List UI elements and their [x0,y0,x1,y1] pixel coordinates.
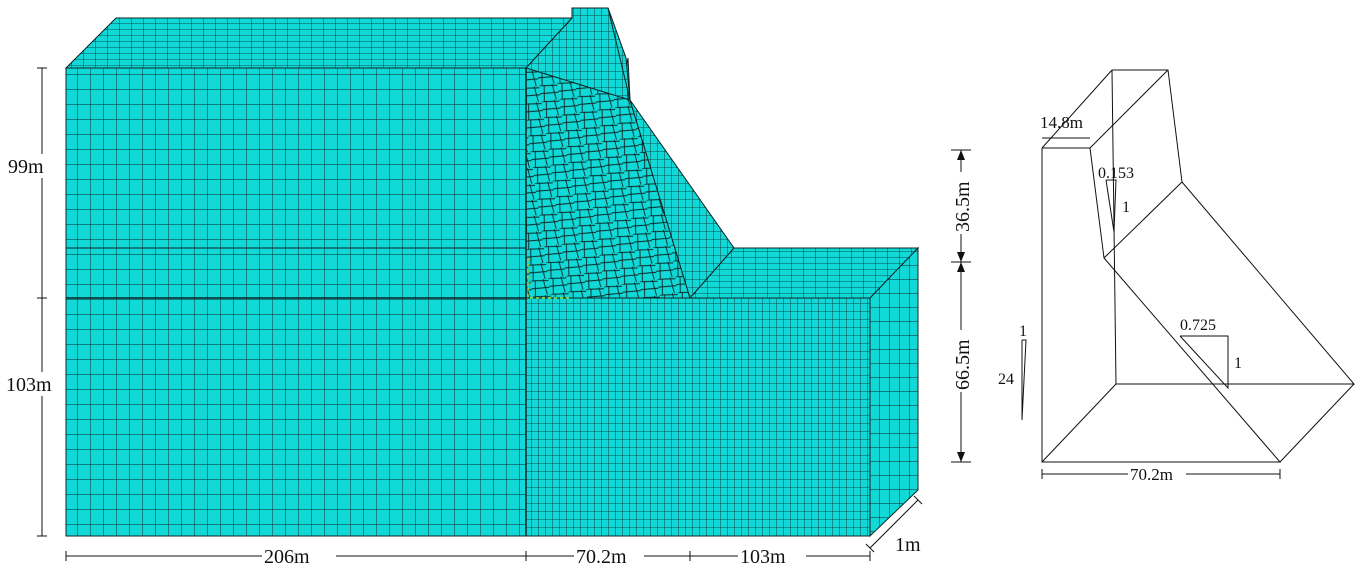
upper-slope-ratio: 0.153 [1098,165,1134,182]
center-dimensions: 36.5m 66.5m [950,149,974,463]
mesh-side-face [869,246,919,538]
dam-base-width-label: 70.2m [576,546,627,568]
lower-slope-triangle [1179,335,1229,390]
downstream-length-label: 103m [740,546,786,568]
lower-slope-unit: 1 [1234,355,1242,372]
base-width-label: 70.2m [1130,465,1173,484]
mesh-top-face [64,17,574,69]
dam-profile: 14.8m 0.153 1 0.725 1 1 24 70.2m [998,69,1356,484]
dam-front-outline [1041,147,1282,463]
upper-slope-unit: 1 [1122,199,1130,216]
upper-slope-triangle [1105,179,1117,233]
lower-height-label: 66.5m [952,339,974,390]
upper-height-label: 36.5m [952,181,974,232]
heel-marker [527,258,570,299]
thickness-dim-line [869,499,919,549]
foundation-depth-label: 103m [6,374,52,396]
dam-back-outline [1112,69,1356,385]
upstream-slope-ratio: 24 [998,371,1014,388]
dam-height-label: 99m [8,156,44,178]
upstream-slope-triangle [1021,339,1027,421]
thickness-label: 1m [895,534,921,556]
mesh-model [64,7,920,538]
upstream-slope-unit: 1 [1019,323,1027,340]
crest-width-label: 14.8m [1040,113,1083,132]
mesh-upstream-face [65,67,527,537]
lower-slope-ratio: 0.725 [1180,317,1216,334]
left-dimensions: 99m 103m 206m 70.2m 103m 1m [4,67,923,568]
mesh-foundation-front [525,297,871,537]
upstream-length-label: 206m [264,546,310,568]
